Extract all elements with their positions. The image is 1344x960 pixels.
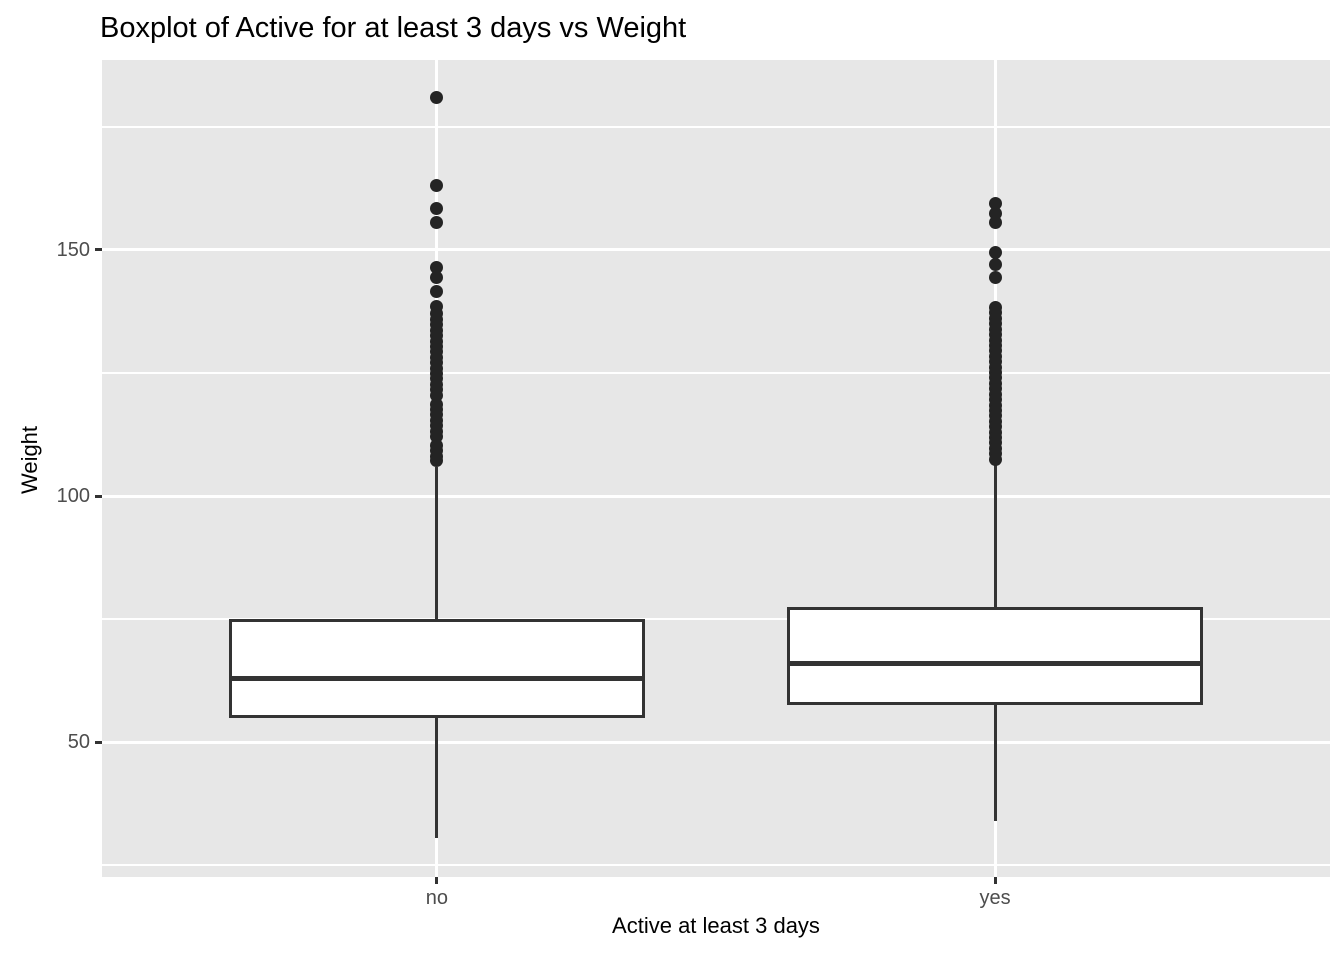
y-tick-150 [95,248,102,252]
gridline-minor-y-25 [102,864,1330,866]
outlier-dot-yes [988,196,1002,210]
gridline-major-y-100 [102,494,1330,498]
box-no [228,619,645,718]
plot-panel [102,60,1330,877]
outlier-dot-yes [988,270,1002,284]
gridline-major-y-150 [102,248,1330,252]
outlier-dot-yes [988,245,1002,259]
outlier-dot-no [430,90,444,104]
outlier-dot-no [430,285,444,299]
outlier-dot-no [430,216,444,230]
gridline-minor-y-175 [102,126,1330,128]
x-tick-label-no: no [425,887,449,909]
gridline-minor-y-125 [102,372,1330,374]
x-tick-label-yes: yes [979,887,1011,909]
median-yes [787,660,1204,666]
whisker-lower-yes [993,705,997,821]
y-tick-label-150: 150 [56,238,90,261]
y-axis-title: Weight [17,425,42,495]
gridline-major-y-50 [102,740,1330,744]
outlier-dot-yes [988,216,1002,230]
outlier-dot-no [430,454,444,468]
median-no [228,675,645,681]
outlier-dot-no [430,179,444,193]
box-yes [787,606,1204,706]
whisker-upper-no [435,466,439,620]
x-tick-yes [993,877,997,884]
outlier-dot-no [430,260,444,274]
x-tick-no [435,877,439,884]
whisker-upper-yes [993,461,997,607]
outlier-dot-no [430,270,444,284]
outlier-dot-yes [988,206,1002,220]
gridline-minor-y-75 [102,618,1330,620]
whisker-lower-no [435,717,439,839]
y-tick-label-100: 100 [56,485,90,508]
plot-title: Boxplot of Active for at least 3 days vs… [100,12,687,44]
x-axis-title: Active at least 3 days [612,913,820,938]
outlier-dot-yes [988,258,1002,272]
y-tick-50 [95,740,102,744]
outlier-dot-yes [988,452,1002,466]
y-tick-label-50: 50 [67,731,90,754]
y-tick-100 [95,494,102,498]
outlier-dot-no [430,201,444,215]
